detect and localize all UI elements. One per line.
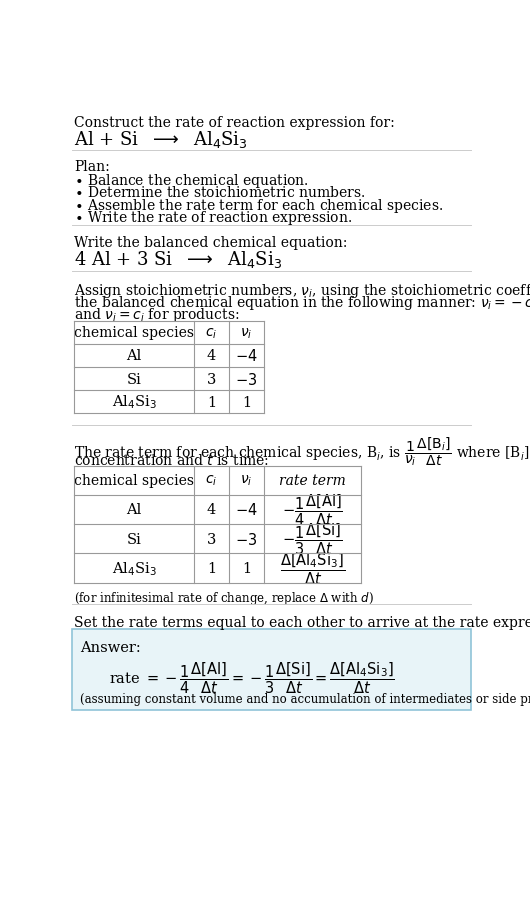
Text: and $\nu_i = c_i$ for products:: and $\nu_i = c_i$ for products:	[74, 306, 240, 324]
Text: $-\dfrac{1}{3}\dfrac{\Delta[\mathrm{Si}]}{\Delta t}$: $-\dfrac{1}{3}\dfrac{\Delta[\mathrm{Si}]…	[282, 521, 342, 557]
Text: $\nu_i$: $\nu_i$	[240, 473, 253, 488]
Text: $\bullet$ Write the rate of reaction expression.: $\bullet$ Write the rate of reaction exp…	[74, 209, 352, 227]
Text: rate term: rate term	[279, 474, 346, 488]
Text: chemical species: chemical species	[74, 326, 194, 340]
Text: (assuming constant volume and no accumulation of intermediates or side products): (assuming constant volume and no accumul…	[80, 692, 530, 705]
Text: Set the rate terms equal to each other to arrive at the rate expression:: Set the rate terms equal to each other t…	[74, 615, 530, 629]
Text: 3: 3	[207, 532, 216, 546]
Text: 3: 3	[207, 372, 216, 386]
Text: Write the balanced chemical equation:: Write the balanced chemical equation:	[74, 236, 347, 249]
Text: Al$_4$Si$_3$: Al$_4$Si$_3$	[112, 560, 156, 577]
Text: $-3$: $-3$	[235, 531, 258, 547]
Text: rate $= -\dfrac{1}{4}\dfrac{\Delta[\mathrm{Al}]}{\Delta t} = -\dfrac{1}{3}\dfrac: rate $= -\dfrac{1}{4}\dfrac{\Delta[\math…	[109, 660, 395, 695]
Text: Al: Al	[127, 349, 142, 363]
Text: the balanced chemical equation in the following manner: $\nu_i = -c_i$ for react: the balanced chemical equation in the fo…	[74, 293, 530, 312]
Text: 1: 1	[207, 562, 216, 575]
Text: $-\dfrac{1}{4}\dfrac{\Delta[\mathrm{Al}]}{\Delta t}$: $-\dfrac{1}{4}\dfrac{\Delta[\mathrm{Al}]…	[282, 492, 343, 527]
Text: $-4$: $-4$	[235, 348, 258, 364]
Text: (for infinitesimal rate of change, replace $\Delta$ with $d$): (for infinitesimal rate of change, repla…	[74, 589, 374, 606]
Text: Answer:: Answer:	[80, 640, 141, 654]
Text: Al$_4$Si$_3$: Al$_4$Si$_3$	[112, 394, 156, 411]
Text: $\bullet$ Balance the chemical equation.: $\bullet$ Balance the chemical equation.	[74, 172, 309, 191]
Text: $\bullet$ Assemble the rate term for each chemical species.: $\bullet$ Assemble the rate term for eac…	[74, 197, 443, 215]
Text: chemical species: chemical species	[74, 474, 194, 488]
Text: $-4$: $-4$	[235, 502, 258, 517]
Text: $c_i$: $c_i$	[206, 326, 218, 340]
Text: Si: Si	[127, 372, 142, 386]
Text: $-3$: $-3$	[235, 371, 258, 387]
Text: 1: 1	[242, 562, 251, 575]
Text: 1: 1	[242, 396, 251, 409]
Text: concentration and $t$ is time:: concentration and $t$ is time:	[74, 452, 269, 467]
Text: Al + Si  $\longrightarrow$  Al$_4$Si$_3$: Al + Si $\longrightarrow$ Al$_4$Si$_3$	[74, 129, 248, 150]
Text: Al: Al	[127, 503, 142, 517]
Text: 4 Al + 3 Si  $\longrightarrow$  Al$_4$Si$_3$: 4 Al + 3 Si $\longrightarrow$ Al$_4$Si$_…	[74, 249, 282, 270]
Text: The rate term for each chemical species, B$_i$, is $\dfrac{1}{\nu_i}\dfrac{\Delt: The rate term for each chemical species,…	[74, 435, 530, 468]
Text: 4: 4	[207, 503, 216, 517]
FancyBboxPatch shape	[73, 629, 471, 710]
Text: $\dfrac{\Delta[\mathrm{Al_4Si_3}]}{\Delta t}$: $\dfrac{\Delta[\mathrm{Al_4Si_3}]}{\Delt…	[280, 551, 345, 586]
Text: Plan:: Plan:	[74, 160, 110, 174]
Text: $\nu_i$: $\nu_i$	[240, 326, 253, 340]
Text: Si: Si	[127, 532, 142, 546]
Text: $c_i$: $c_i$	[206, 473, 218, 488]
Text: $\bullet$ Determine the stoichiometric numbers.: $\bullet$ Determine the stoichiometric n…	[74, 184, 365, 200]
Text: Construct the rate of reaction expression for:: Construct the rate of reaction expressio…	[74, 116, 395, 130]
Text: Assign stoichiometric numbers, $\nu_i$, using the stoichiometric coefficients, $: Assign stoichiometric numbers, $\nu_i$, …	[74, 282, 530, 300]
Text: 1: 1	[207, 396, 216, 409]
Text: 4: 4	[207, 349, 216, 363]
